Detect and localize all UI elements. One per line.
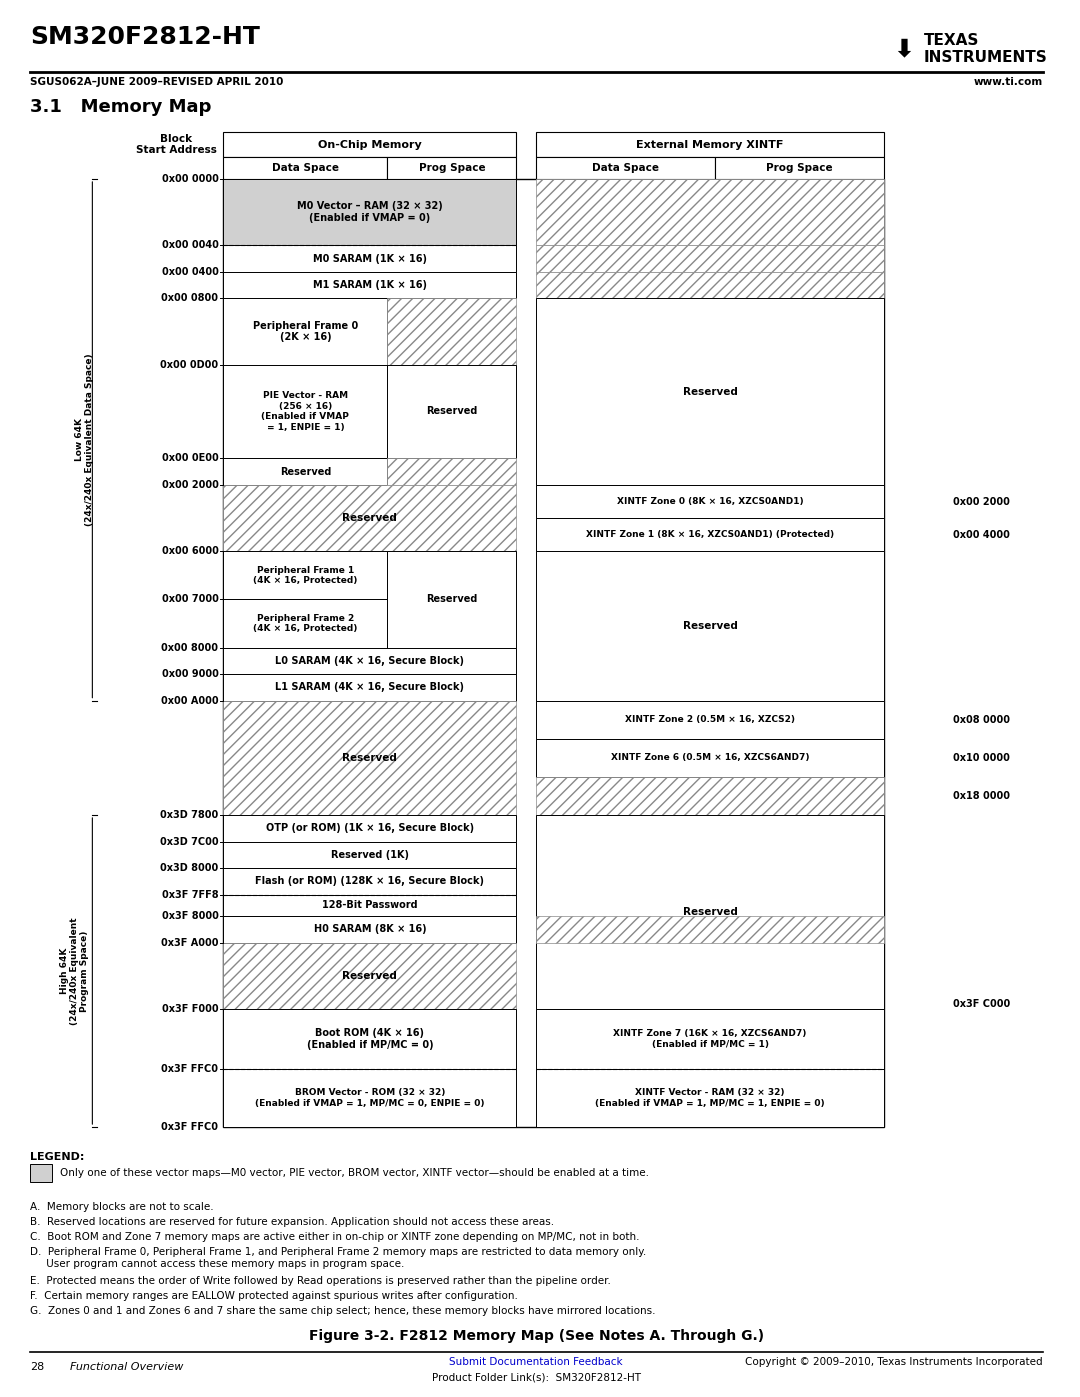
Text: 0x00 0040: 0x00 0040 bbox=[162, 240, 218, 250]
FancyBboxPatch shape bbox=[224, 246, 516, 272]
Text: 3.1   Memory Map: 3.1 Memory Map bbox=[30, 98, 212, 116]
FancyBboxPatch shape bbox=[224, 131, 516, 156]
Text: 0x3F 7FF8: 0x3F 7FF8 bbox=[162, 890, 218, 900]
Text: XINTF Zone 0 (8K × 16, XZCS0AND1): XINTF Zone 0 (8K × 16, XZCS0AND1) bbox=[617, 497, 804, 506]
Text: 0x3F FFC0: 0x3F FFC0 bbox=[162, 1065, 218, 1074]
Text: A.  Memory blocks are not to scale.: A. Memory blocks are not to scale. bbox=[30, 1201, 214, 1213]
Text: External Memory XINTF: External Memory XINTF bbox=[636, 140, 784, 149]
Text: Copyright © 2009–2010, Texas Instruments Incorporated: Copyright © 2009–2010, Texas Instruments… bbox=[745, 1356, 1042, 1368]
FancyBboxPatch shape bbox=[537, 1069, 883, 1127]
Text: 0x3F A000: 0x3F A000 bbox=[161, 937, 218, 947]
Text: 0x3F C000: 0x3F C000 bbox=[954, 999, 1011, 1009]
FancyBboxPatch shape bbox=[537, 916, 883, 943]
Text: High 64K
(24x/240x Equivalent
Program Space): High 64K (24x/240x Equivalent Program Sp… bbox=[59, 918, 90, 1025]
FancyBboxPatch shape bbox=[224, 599, 388, 648]
FancyBboxPatch shape bbox=[224, 272, 516, 298]
Text: M1 SARAM (1K × 16): M1 SARAM (1K × 16) bbox=[313, 279, 427, 291]
Text: 0x00 9000: 0x00 9000 bbox=[162, 669, 218, 679]
Text: 0x00 0400: 0x00 0400 bbox=[162, 267, 218, 277]
Text: 0x00 2000: 0x00 2000 bbox=[954, 496, 1010, 507]
Text: Reserved: Reserved bbox=[683, 907, 738, 916]
FancyBboxPatch shape bbox=[224, 458, 388, 485]
FancyBboxPatch shape bbox=[537, 868, 883, 894]
FancyBboxPatch shape bbox=[224, 648, 516, 675]
FancyBboxPatch shape bbox=[224, 179, 516, 246]
Text: Reserved: Reserved bbox=[342, 753, 397, 763]
Text: Boot ROM (4K × 16)
(Enabled if MP/MC = 0): Boot ROM (4K × 16) (Enabled if MP/MC = 0… bbox=[307, 1028, 433, 1051]
Text: M0 Vector – RAM (32 × 32)
(Enabled if VMAP = 0): M0 Vector – RAM (32 × 32) (Enabled if VM… bbox=[297, 201, 443, 224]
Text: L0 SARAM (4K × 16, Secure Block): L0 SARAM (4K × 16, Secure Block) bbox=[275, 655, 464, 666]
Text: M0 SARAM (1K × 16): M0 SARAM (1K × 16) bbox=[313, 253, 427, 264]
Text: 0x00 A000: 0x00 A000 bbox=[161, 696, 218, 705]
FancyBboxPatch shape bbox=[537, 739, 883, 777]
Text: XINTF Zone 7 (16K × 16, XZCS6AND7)
(Enabled if MP/MC = 1): XINTF Zone 7 (16K × 16, XZCS6AND7) (Enab… bbox=[613, 1030, 807, 1049]
FancyBboxPatch shape bbox=[224, 868, 516, 894]
FancyBboxPatch shape bbox=[224, 675, 516, 700]
Text: Figure 3-2. F2812 Memory Map (See Notes A. Through G.): Figure 3-2. F2812 Memory Map (See Notes … bbox=[309, 1329, 764, 1343]
Text: Submit Documentation Feedback: Submit Documentation Feedback bbox=[449, 1356, 623, 1368]
Text: C.  Boot ROM and Zone 7 memory maps are active either in on-chip or XINTF zone d: C. Boot ROM and Zone 7 memory maps are a… bbox=[30, 1232, 639, 1242]
Text: PIE Vector - RAM
(256 × 16)
(Enabled if VMAP
= 1, ENPIE = 1): PIE Vector - RAM (256 × 16) (Enabled if … bbox=[261, 391, 349, 432]
Text: Reserved: Reserved bbox=[342, 513, 397, 522]
Text: BROM Vector - ROM (32 × 32)
(Enabled if VMAP = 1, MP/MC = 0, ENPIE = 0): BROM Vector - ROM (32 × 32) (Enabled if … bbox=[255, 1088, 485, 1108]
Text: 0x00 0D00: 0x00 0D00 bbox=[160, 359, 218, 369]
Text: Functional Overview: Functional Overview bbox=[69, 1362, 183, 1372]
Text: On-Chip Memory: On-Chip Memory bbox=[318, 140, 422, 149]
Text: B.  Reserved locations are reserved for future expansion. Application should not: B. Reserved locations are reserved for f… bbox=[30, 1217, 554, 1227]
FancyBboxPatch shape bbox=[537, 272, 883, 298]
Text: XINTF Zone 1 (8K × 16, XZCS0AND1) (Protected): XINTF Zone 1 (8K × 16, XZCS0AND1) (Prote… bbox=[586, 529, 834, 539]
FancyBboxPatch shape bbox=[388, 156, 516, 179]
Text: 0x3D 8000: 0x3D 8000 bbox=[160, 863, 218, 873]
Text: 0x00 0E00: 0x00 0E00 bbox=[162, 454, 218, 464]
FancyBboxPatch shape bbox=[224, 365, 388, 458]
Text: 0x18 0000: 0x18 0000 bbox=[954, 791, 1010, 800]
FancyBboxPatch shape bbox=[224, 485, 516, 552]
FancyBboxPatch shape bbox=[537, 131, 883, 156]
Text: Reserved: Reserved bbox=[342, 971, 397, 981]
FancyBboxPatch shape bbox=[388, 365, 516, 458]
Text: ⬇: ⬇ bbox=[893, 36, 914, 61]
Text: 0x3D 7C00: 0x3D 7C00 bbox=[160, 837, 218, 847]
Text: 0x00 2000: 0x00 2000 bbox=[162, 481, 218, 490]
Text: Reserved: Reserved bbox=[427, 407, 477, 416]
Text: Flash (or ROM) (128K × 16, Secure Block): Flash (or ROM) (128K × 16, Secure Block) bbox=[255, 876, 485, 886]
FancyBboxPatch shape bbox=[388, 458, 516, 485]
FancyBboxPatch shape bbox=[224, 298, 388, 365]
FancyBboxPatch shape bbox=[537, 298, 883, 485]
Text: 0x00 0000: 0x00 0000 bbox=[162, 175, 218, 184]
Text: 0x3F FFC0: 0x3F FFC0 bbox=[162, 1122, 218, 1132]
Text: www.ti.com: www.ti.com bbox=[973, 77, 1042, 87]
Text: Prog Space: Prog Space bbox=[766, 163, 833, 173]
FancyBboxPatch shape bbox=[537, 485, 883, 518]
Text: Prog Space: Prog Space bbox=[419, 163, 485, 173]
FancyBboxPatch shape bbox=[224, 1009, 516, 1069]
Text: Reserved (1K): Reserved (1K) bbox=[330, 849, 409, 859]
FancyBboxPatch shape bbox=[537, 156, 715, 179]
FancyBboxPatch shape bbox=[537, 777, 883, 814]
Text: 0x10 0000: 0x10 0000 bbox=[954, 753, 1010, 763]
Text: L1 SARAM (4K × 16, Secure Block): L1 SARAM (4K × 16, Secure Block) bbox=[275, 682, 464, 693]
Text: 0x00 4000: 0x00 4000 bbox=[954, 529, 1010, 539]
Text: 128-Bit Password: 128-Bit Password bbox=[322, 900, 418, 911]
Text: Peripheral Frame 1
(4K × 16, Protected): Peripheral Frame 1 (4K × 16, Protected) bbox=[253, 566, 357, 585]
FancyBboxPatch shape bbox=[715, 156, 883, 179]
Text: 0x08 0000: 0x08 0000 bbox=[954, 715, 1010, 725]
FancyBboxPatch shape bbox=[388, 298, 516, 365]
FancyBboxPatch shape bbox=[537, 518, 883, 552]
Text: Low 64K
(24x/240x Equivalent Data Space): Low 64K (24x/240x Equivalent Data Space) bbox=[75, 353, 94, 527]
Text: TEXAS
INSTRUMENTS: TEXAS INSTRUMENTS bbox=[923, 32, 1048, 66]
FancyBboxPatch shape bbox=[537, 814, 883, 1009]
Text: SM320F2812-HT: SM320F2812-HT bbox=[30, 25, 259, 49]
Text: F.  Certain memory ranges are EALLOW protected against spurious writes after con: F. Certain memory ranges are EALLOW prot… bbox=[30, 1291, 517, 1301]
FancyBboxPatch shape bbox=[388, 552, 516, 648]
FancyBboxPatch shape bbox=[30, 1164, 52, 1182]
FancyBboxPatch shape bbox=[224, 894, 516, 916]
Text: E.  Protected means the order of Write followed by Read operations is preserved : E. Protected means the order of Write fo… bbox=[30, 1275, 610, 1287]
FancyBboxPatch shape bbox=[224, 179, 883, 1127]
Text: 0x00 8000: 0x00 8000 bbox=[162, 643, 218, 652]
FancyBboxPatch shape bbox=[224, 814, 516, 841]
Text: LEGEND:: LEGEND: bbox=[30, 1153, 84, 1162]
FancyBboxPatch shape bbox=[537, 179, 883, 246]
FancyBboxPatch shape bbox=[224, 943, 516, 1009]
Text: Reserved: Reserved bbox=[683, 620, 738, 631]
